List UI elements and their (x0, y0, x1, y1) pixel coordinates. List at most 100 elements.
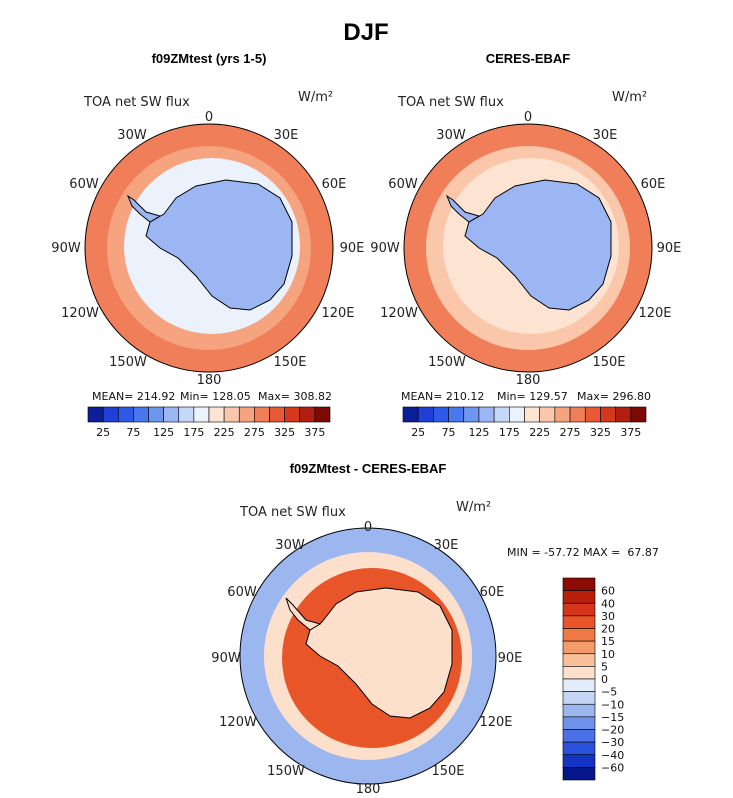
lon-label: 180 (197, 373, 222, 388)
colorbar-tick-label: 225 (214, 426, 235, 439)
antarctic-peninsula (285, 597, 322, 631)
colorbar-tick-label: 75 (442, 426, 456, 439)
lon-label: 120E (638, 306, 671, 321)
colorbar-swatch (562, 741, 596, 756)
lon-label: 30W (275, 538, 305, 553)
colorbar-tick-label: 25 (411, 426, 425, 439)
colorbar-tick-label: 5 (601, 660, 608, 673)
colorbar-swatch (524, 406, 540, 423)
lon-label: 150W (428, 355, 466, 370)
colorbar-swatch (284, 406, 301, 423)
lon-label: 0 (364, 520, 372, 535)
antarctica-region (464, 179, 612, 311)
colorbar-tick-label: 40 (601, 597, 615, 610)
colorbar-tick-label: 60 (601, 585, 615, 598)
figure-title: DJF (343, 19, 388, 46)
longitude-labels: 0 30E 60E 90E 120E 150E 180 150W 120W 90… (370, 110, 681, 388)
units-label: W/m² (456, 500, 491, 515)
stat-min: Min= 128.05 (180, 390, 251, 403)
colorbar-tick-label: 325 (274, 426, 295, 439)
colorbar-swatch (87, 406, 104, 423)
units-label: W/m² (298, 90, 333, 105)
lon-label: 150E (273, 355, 306, 370)
lon-label: 90E (340, 241, 365, 256)
variable-label: TOA net SW flux (83, 95, 190, 110)
lon-label: 30E (434, 538, 459, 553)
polar-map (403, 123, 653, 373)
units-label: W/m² (612, 90, 647, 105)
lon-label: 120E (321, 306, 354, 321)
lon-label: 30E (274, 128, 299, 143)
lon-label: 60W (69, 177, 99, 192)
lon-label: 0 (205, 110, 213, 125)
panel-title: CERES-EBAF (486, 51, 571, 66)
colorbar-swatch (630, 406, 647, 423)
colorbar-swatch (448, 406, 465, 423)
colorbar-tick-label: 125 (153, 426, 174, 439)
colorbar-swatch (584, 406, 601, 423)
colorbar-swatch (615, 406, 632, 423)
polar-map (239, 527, 497, 785)
colorbar-swatch (478, 406, 495, 423)
colorbar-swatch (193, 406, 210, 423)
colorbar-tick-label: 375 (304, 426, 325, 439)
colorbar-tick-label: 20 (601, 623, 615, 636)
lon-label: 120W (61, 306, 99, 321)
lon-label: 150W (267, 764, 305, 779)
colorbar-horizontal: 25 75 125 175 225 275 325 375 (402, 406, 647, 439)
colorbar-swatch (562, 628, 596, 642)
colorbar-tick-label: 25 (96, 426, 110, 439)
lon-label: 150W (109, 355, 147, 370)
colorbar-swatch (569, 406, 586, 423)
map-border (403, 123, 653, 373)
colorbar-swatch (562, 703, 596, 718)
panel-title: f09ZMtest - CERES-EBAF (290, 461, 447, 476)
colorbar-swatch (463, 406, 480, 423)
panel-observations: CERES-EBAF TOA net SW flux W/m² 0 30E 60… (370, 51, 681, 439)
longitude-labels: 0 30E 60E 90E 120E 150E 180 150W 120W 90… (211, 520, 522, 797)
lon-label: 60E (322, 177, 347, 192)
antarctica-region (305, 587, 453, 719)
colorbar-tick-label: 0 (601, 673, 608, 686)
colorbar-swatch (562, 653, 596, 667)
stat-max: Max= 296.80 (577, 390, 651, 403)
colorbar-tick-label: 75 (126, 426, 140, 439)
variable-label: TOA net SW flux (239, 505, 346, 520)
colorbar-swatch (562, 716, 596, 730)
stat-min: Min= 129.57 (497, 390, 568, 403)
colorbar-swatch (562, 691, 596, 705)
variable-label: TOA net SW flux (397, 95, 504, 110)
colorbar-swatch (562, 602, 596, 617)
colorbar-swatch (223, 406, 240, 423)
colorbar-swatch (269, 406, 285, 423)
colorbar-tick-label: 275 (244, 426, 265, 439)
colorbar-swatch (433, 406, 449, 423)
lon-label: 60W (227, 585, 257, 600)
colorbar-tick-label: 225 (529, 426, 550, 439)
colorbar-swatch (238, 406, 255, 423)
colorbar-swatch (554, 406, 571, 423)
colorbar-swatch (178, 406, 195, 423)
colorbar-swatch (562, 615, 596, 629)
colorbar-tick-label: 325 (590, 426, 611, 439)
colorbar-swatch (562, 640, 596, 655)
colorbar-swatch (163, 406, 180, 423)
lon-label: 180 (516, 373, 541, 388)
polar-map (84, 123, 334, 373)
colorbar-swatch (562, 590, 596, 604)
stats-line: MEAN= 210.12 Min= 129.57 Max= 296.80 (401, 390, 651, 403)
stat-mean: MEAN= 210.12 (401, 390, 484, 403)
stats-line: MEAN= 214.92 Min= 128.05 Max= 308.82 (92, 390, 332, 403)
lon-label: 60W (388, 177, 418, 192)
colorbar-swatch (562, 666, 596, 680)
colorbar-swatch (402, 406, 419, 423)
antarctic-peninsula (126, 194, 162, 223)
lon-label: 90W (370, 241, 400, 256)
lon-label: 120E (479, 715, 512, 730)
colorbar-tick-label: 175 (183, 426, 204, 439)
lon-label: 60E (641, 177, 666, 192)
lon-label: 90W (211, 651, 241, 666)
colorbar-swatch (102, 406, 119, 423)
lon-label: 90E (657, 241, 682, 256)
